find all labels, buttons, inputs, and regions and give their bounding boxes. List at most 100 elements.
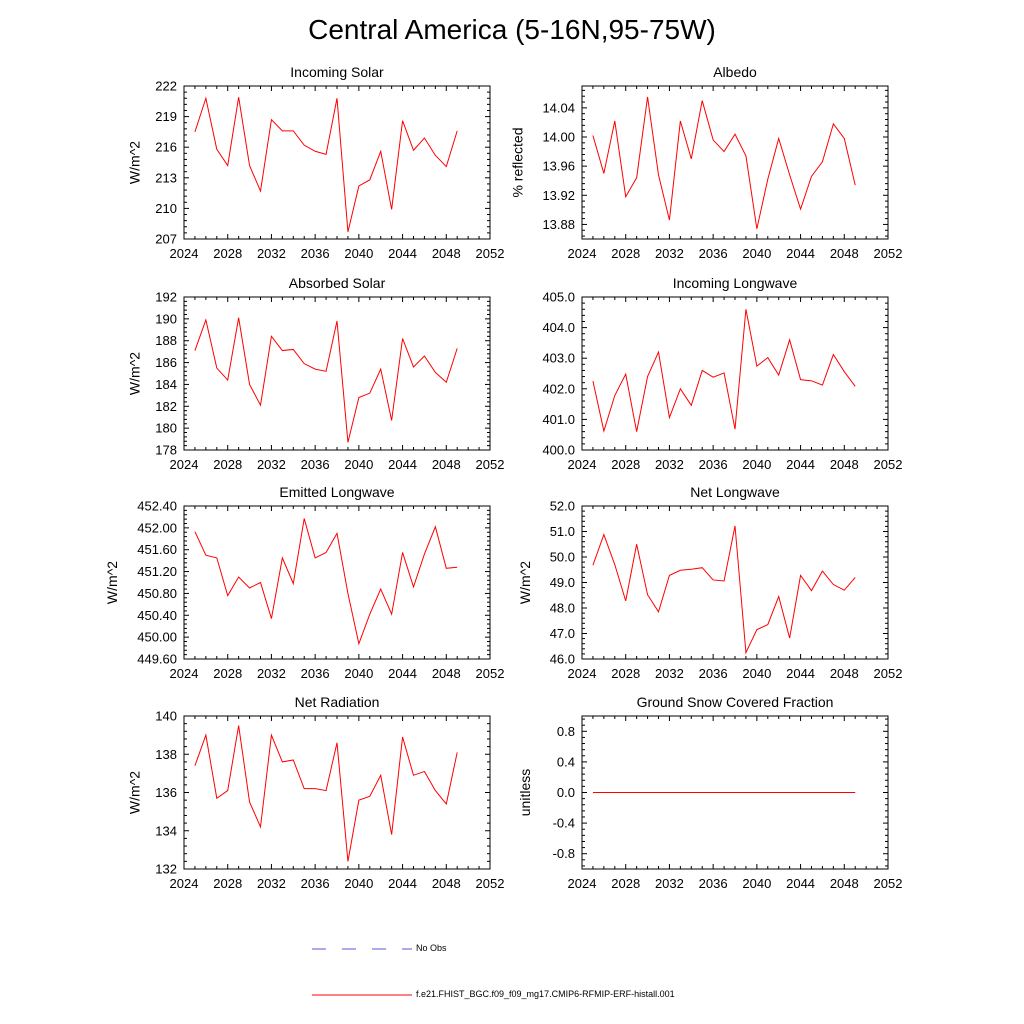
y-axis-label: W/m^2 bbox=[127, 352, 143, 395]
x-tick-label: 2036 bbox=[699, 246, 728, 261]
x-tick-label: 2032 bbox=[257, 457, 286, 472]
x-tick-label: 2052 bbox=[874, 246, 903, 261]
x-tick-label: 2032 bbox=[257, 666, 286, 681]
x-tick-label: 2036 bbox=[699, 457, 728, 472]
y-tick-label: 14.00 bbox=[542, 130, 575, 145]
y-tick-label: -0.8 bbox=[553, 846, 575, 861]
y-axis-label: W/m^2 bbox=[127, 771, 143, 814]
y-tick-label: 402.0 bbox=[542, 381, 575, 396]
x-tick-label: 2044 bbox=[786, 457, 815, 472]
x-tick-label: 2036 bbox=[699, 666, 728, 681]
x-tick-label: 2032 bbox=[655, 457, 684, 472]
x-tick-label: 2036 bbox=[301, 246, 330, 261]
y-tick-label: 192 bbox=[155, 290, 177, 305]
series-line bbox=[194, 96, 458, 232]
y-tick-label: 404.0 bbox=[542, 320, 575, 335]
y-tick-label: 0.8 bbox=[557, 724, 575, 739]
x-tick-label: 2052 bbox=[874, 876, 903, 891]
chart-title: Ground Snow Covered Fraction bbox=[637, 694, 834, 710]
x-tick-label: 2032 bbox=[655, 246, 684, 261]
x-tick-label: 2040 bbox=[742, 246, 771, 261]
x-tick-label: 2048 bbox=[830, 457, 859, 472]
x-tick-label: 2048 bbox=[432, 666, 461, 681]
x-tick-label: 2040 bbox=[344, 876, 373, 891]
x-tick-label: 2040 bbox=[742, 457, 771, 472]
y-tick-label: 188 bbox=[155, 333, 177, 348]
y-tick-label: 136 bbox=[155, 785, 177, 800]
y-tick-label: 400.0 bbox=[542, 443, 575, 458]
x-tick-label: 2052 bbox=[476, 457, 505, 472]
x-tick-label: 2052 bbox=[476, 246, 505, 261]
y-tick-label: 222 bbox=[155, 79, 177, 94]
chart-panel-6: 2024 2028 2032 2036 2040 2044 2048 2052 46.0 47.0… bbox=[517, 484, 902, 681]
y-tick-label: 13.88 bbox=[542, 217, 575, 232]
y-tick-label: 182 bbox=[155, 399, 177, 414]
chart-panel-5: 2024 2028 2032 2036 2040 2044 2048 2052 449.60 45… bbox=[104, 484, 504, 681]
x-tick-label: 2028 bbox=[213, 876, 242, 891]
y-tick-label: 449.60 bbox=[137, 652, 177, 667]
y-tick-label: 0.0 bbox=[557, 785, 575, 800]
y-tick-label: 451.20 bbox=[137, 564, 177, 579]
y-tick-label: -0.4 bbox=[553, 816, 575, 831]
legend-model-label: f.e21.FHIST_BGC.f09_f09_mg17.CMIP6-RFMIP… bbox=[416, 989, 675, 999]
y-tick-label: 180 bbox=[155, 421, 177, 436]
y-tick-label: 0.4 bbox=[557, 754, 575, 769]
x-tick-label: 2036 bbox=[301, 457, 330, 472]
x-tick-label: 2032 bbox=[655, 666, 684, 681]
x-tick-label: 2024 bbox=[568, 457, 597, 472]
y-tick-label: 451.60 bbox=[137, 542, 177, 557]
y-tick-label: 138 bbox=[155, 747, 177, 762]
x-tick-label: 2040 bbox=[344, 457, 373, 472]
x-tick-label: 2040 bbox=[344, 666, 373, 681]
series-line bbox=[592, 309, 856, 433]
chart-title: Incoming Solar bbox=[290, 64, 384, 80]
y-tick-label: 140 bbox=[155, 709, 177, 724]
y-tick-label: 50.0 bbox=[550, 550, 575, 565]
y-tick-label: 51.0 bbox=[550, 524, 575, 539]
y-tick-label: 52.0 bbox=[550, 499, 575, 514]
series-line bbox=[592, 96, 856, 229]
x-tick-label: 2052 bbox=[476, 876, 505, 891]
chart-title: Absorbed Solar bbox=[289, 275, 386, 291]
chart-panel-1: 2024 2028 2032 2036 2040 2044 2048 2052 207 210 21… bbox=[127, 64, 505, 261]
y-tick-label: 403.0 bbox=[542, 351, 575, 366]
y-tick-label: 401.0 bbox=[542, 412, 575, 427]
y-tick-label: 219 bbox=[155, 109, 177, 124]
y-tick-label: 132 bbox=[155, 862, 177, 877]
x-tick-label: 2036 bbox=[301, 666, 330, 681]
y-axis-label: W/m^2 bbox=[517, 561, 533, 604]
x-tick-label: 2028 bbox=[611, 457, 640, 472]
y-tick-label: 48.0 bbox=[550, 601, 575, 616]
chart-panel-3: 2024 2028 2032 2036 2040 2044 2048 2052 178 180 18… bbox=[127, 275, 505, 472]
x-tick-label: 2048 bbox=[830, 666, 859, 681]
y-tick-label: 47.0 bbox=[550, 626, 575, 641]
x-tick-label: 2028 bbox=[213, 457, 242, 472]
x-tick-label: 2040 bbox=[742, 876, 771, 891]
x-tick-label: 2024 bbox=[568, 246, 597, 261]
x-tick-label: 2024 bbox=[170, 457, 199, 472]
y-tick-label: 452.00 bbox=[137, 520, 177, 535]
legend-obs-label: No Obs bbox=[416, 943, 447, 953]
y-tick-label: 213 bbox=[155, 170, 177, 185]
chart-title: Net Radiation bbox=[295, 694, 380, 710]
y-tick-label: 134 bbox=[155, 823, 177, 838]
x-tick-label: 2032 bbox=[257, 246, 286, 261]
chart-panel-4: 2024 2028 2032 2036 2040 2044 2048 2052 400.0 401… bbox=[542, 275, 902, 472]
chart-title: Albedo bbox=[713, 64, 757, 80]
x-tick-label: 2024 bbox=[568, 666, 597, 681]
y-tick-label: 216 bbox=[155, 140, 177, 155]
x-tick-label: 2040 bbox=[742, 666, 771, 681]
y-tick-label: 450.80 bbox=[137, 586, 177, 601]
x-tick-label: 2028 bbox=[213, 246, 242, 261]
chart-panel-2: 2024 2028 2032 2036 2040 2044 2048 2052 13.88 13.… bbox=[510, 64, 903, 261]
x-tick-label: 2032 bbox=[257, 876, 286, 891]
y-tick-label: 46.0 bbox=[550, 652, 575, 667]
x-tick-label: 2048 bbox=[432, 457, 461, 472]
x-tick-label: 2044 bbox=[786, 246, 815, 261]
y-tick-label: 13.92 bbox=[542, 188, 575, 203]
x-tick-label: 2028 bbox=[611, 666, 640, 681]
chart-panel-7: 2024 2028 2032 2036 2040 2044 2048 2052 132 134 13… bbox=[127, 694, 505, 891]
series-line bbox=[194, 725, 458, 862]
